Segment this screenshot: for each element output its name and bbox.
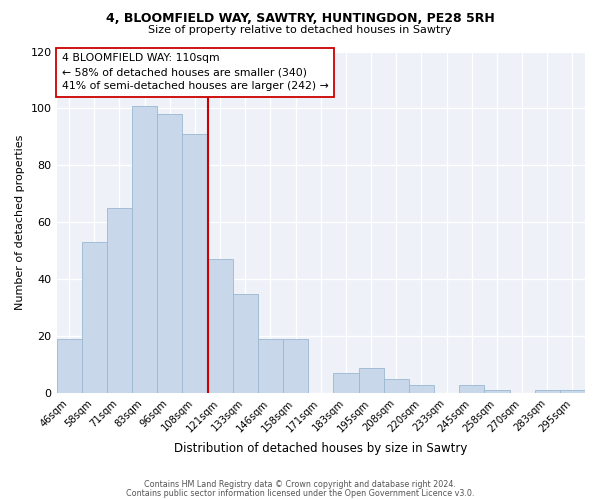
Bar (409, 384, 434, 393)
Bar (208, 260, 233, 393)
Bar (132, 106, 157, 393)
Bar (258, 339, 283, 393)
Bar (359, 368, 383, 393)
Y-axis label: Number of detached properties: Number of detached properties (15, 134, 25, 310)
Text: Size of property relative to detached houses in Sawtry: Size of property relative to detached ho… (148, 25, 452, 35)
Bar (56, 339, 82, 393)
Bar (82, 242, 107, 393)
X-axis label: Distribution of detached houses by size in Sawtry: Distribution of detached houses by size … (174, 442, 467, 455)
Bar (107, 208, 132, 393)
Bar (535, 390, 560, 393)
Text: Contains public sector information licensed under the Open Government Licence v3: Contains public sector information licen… (126, 488, 474, 498)
Bar (383, 379, 409, 393)
Bar (283, 339, 308, 393)
Bar (334, 374, 359, 393)
Bar (233, 294, 258, 393)
Text: 4, BLOOMFIELD WAY, SAWTRY, HUNTINGDON, PE28 5RH: 4, BLOOMFIELD WAY, SAWTRY, HUNTINGDON, P… (106, 12, 494, 26)
Text: 4 BLOOMFIELD WAY: 110sqm
← 58% of detached houses are smaller (340)
41% of semi-: 4 BLOOMFIELD WAY: 110sqm ← 58% of detach… (62, 53, 329, 91)
Bar (157, 114, 182, 393)
Bar (182, 134, 208, 393)
Bar (484, 390, 509, 393)
Text: Contains HM Land Registry data © Crown copyright and database right 2024.: Contains HM Land Registry data © Crown c… (144, 480, 456, 489)
Bar (560, 390, 585, 393)
Bar (459, 384, 484, 393)
